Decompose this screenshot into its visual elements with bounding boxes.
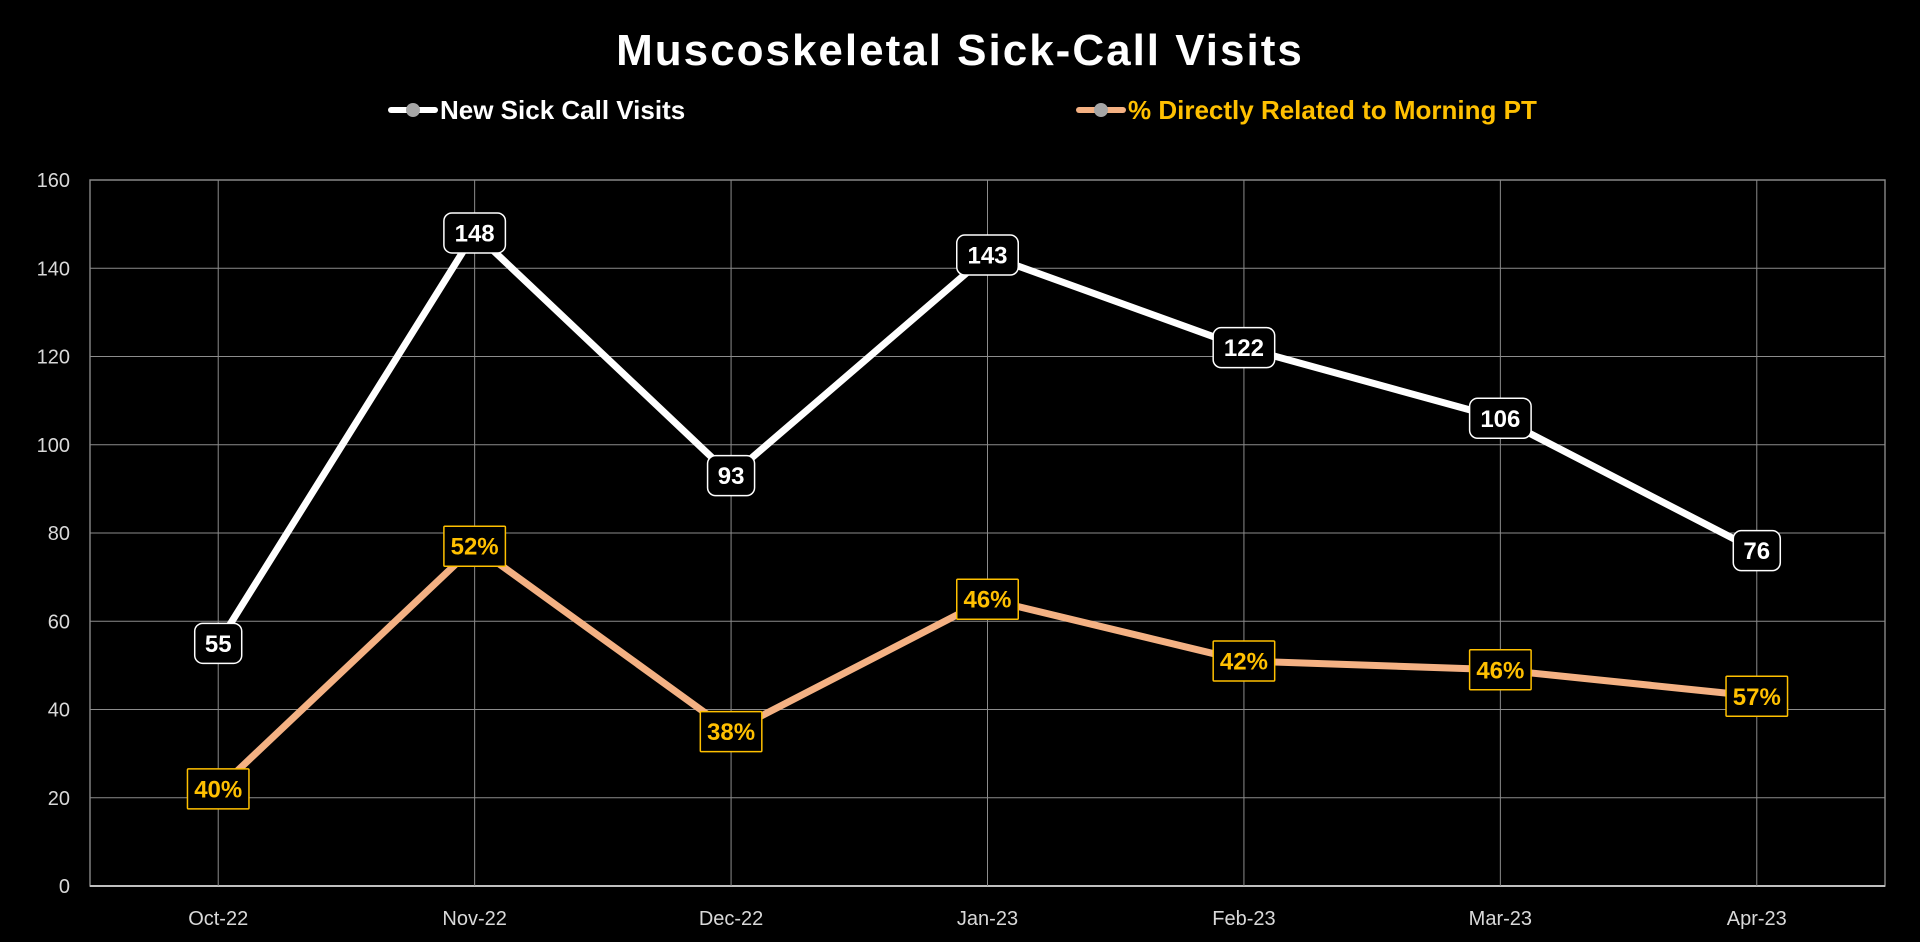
data-label: 42% [1220,648,1268,675]
x-tick-label: Mar-23 [1469,908,1532,930]
legend-swatch-morning-pt [1076,94,1126,126]
data-label: 40% [194,776,242,803]
x-tick-label: Apr-23 [1727,908,1787,930]
data-label: 122 [1224,335,1264,362]
data-label: 143 [967,243,1007,270]
legend-label-morning-pt: % Directly Related to Morning PT [1128,94,1537,125]
data-label-box [1468,649,1532,691]
y-tick-label: 60 [48,611,70,633]
y-tick-label: 140 [37,258,70,280]
y-tick-label: 80 [48,523,70,545]
data-label: 93 [718,463,745,490]
data-label-box [1732,529,1782,572]
data-label-box [193,622,243,665]
x-tick-label: Dec-22 [699,908,763,930]
y-tick-label: 160 [37,170,70,192]
y-tick-label: 40 [48,700,70,722]
y-tick-label: 0 [59,876,70,898]
data-label-box [186,768,250,810]
legend-item-sick-call-visits: New Sick Call Visits [388,94,685,126]
data-label-box [443,525,507,567]
data-label-box [956,234,1019,276]
data-label-box [1468,397,1532,440]
data-label: 76 [1743,538,1770,565]
legend-item-morning-pt: % Directly Related to Morning PT [1076,94,1537,126]
y-tick-label: 20 [48,788,70,810]
x-tick-label: Nov-22 [442,908,506,930]
data-label: 46% [1476,657,1524,684]
data-label: 106 [1480,406,1520,433]
x-tick-label: Feb-23 [1212,908,1275,930]
data-label: 148 [455,220,495,247]
data-label-box [1212,640,1276,682]
x-tick-label: Oct-22 [188,908,248,930]
data-label: 57% [1733,684,1781,711]
legend-label-sick-call-visits: New Sick Call Visits [440,94,686,125]
data-label-box [443,212,507,254]
y-tick-label: 100 [37,435,70,457]
data-label-box [956,578,1019,620]
chart-title: Muscoskeletal Sick-Call Visits [616,26,1304,75]
data-label-box [699,710,763,753]
y-tick-label: 120 [37,347,70,369]
data-label-box [1725,675,1789,718]
data-label: 52% [451,534,499,561]
data-label: 55 [205,631,232,658]
data-label: 46% [963,587,1011,614]
x-tick-label: Jan-23 [957,908,1018,930]
legend-swatch-sick-call-visits [388,94,438,126]
data-label-box [1212,326,1276,369]
data-label: 38% [707,719,755,746]
data-label-box [706,454,756,497]
